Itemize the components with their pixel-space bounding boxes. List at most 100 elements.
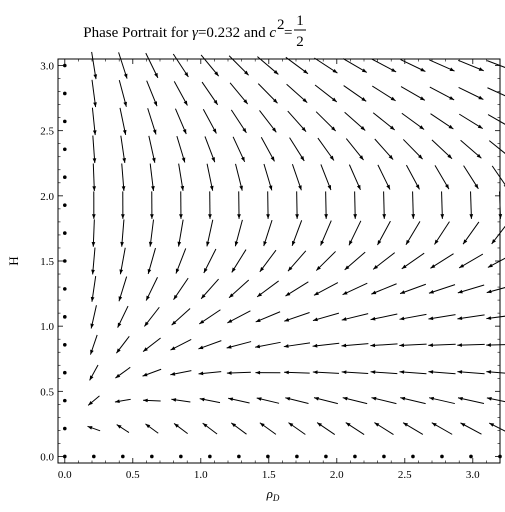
field-arrow [400, 86, 426, 101]
chart-title: Phase Portrait for γ=0.232 and c 2 = 1 2 [83, 13, 306, 50]
x-tick-label: 2.0 [330, 469, 344, 481]
field-arrow [145, 423, 159, 434]
field-arrow [230, 109, 247, 134]
field-arrow [371, 283, 397, 295]
field-arrow [256, 280, 279, 298]
field-arrow [498, 191, 503, 219]
field-arrow [229, 82, 249, 105]
field-arrow [145, 277, 158, 301]
equilibrium-dot [63, 175, 67, 180]
field-arrow [259, 110, 277, 133]
field-arrow [173, 277, 189, 300]
field-arrow [206, 219, 214, 247]
field-arrow [91, 79, 97, 108]
field-arrow [91, 191, 96, 219]
title-equals: = [284, 25, 292, 41]
equilibrium-dot [63, 287, 67, 291]
field-arrow [405, 221, 421, 246]
field-arrow [345, 422, 365, 435]
field-arrow [374, 138, 394, 160]
field-arrow [255, 370, 281, 375]
field-arrow [117, 305, 129, 328]
field-arrow [171, 398, 191, 403]
field-arrow [147, 247, 156, 275]
field-arrow [116, 424, 130, 433]
field-arrow [457, 396, 485, 404]
y-axis-label: H [6, 256, 21, 265]
field-arrow [119, 247, 126, 275]
equilibrium-dot [63, 454, 67, 459]
field-arrow [259, 249, 277, 273]
field-arrow [114, 398, 131, 404]
field-arrow [256, 397, 280, 404]
field-arrow [115, 336, 130, 354]
field-arrow [170, 339, 192, 351]
field-arrow [491, 165, 505, 187]
field-arrow [208, 191, 212, 219]
field-arrow [232, 136, 246, 163]
y-tick-label: 1.0 [40, 321, 54, 333]
field-arrow [145, 52, 159, 79]
field-arrow [171, 308, 191, 326]
field-arrow [198, 371, 222, 376]
field-arrow [172, 53, 189, 78]
equilibrium-dot [63, 91, 67, 96]
title-gamma-value: =0.232 and [198, 25, 269, 41]
field-arrow [486, 370, 505, 374]
field-arrow [203, 248, 217, 274]
field-arrow [178, 163, 185, 191]
field-arrow [459, 113, 483, 130]
field-arrow [118, 80, 127, 107]
field-arrow [91, 107, 97, 136]
field-arrow [374, 422, 394, 435]
title-fraction-numerator: 1 [296, 13, 304, 29]
field-arrow [488, 140, 505, 154]
field-arrow [486, 287, 505, 294]
field-arrow [434, 165, 450, 190]
y-tick-label: 0.0 [40, 451, 54, 463]
field-arrow [377, 220, 391, 246]
field-arrow [428, 370, 456, 375]
field-arrow [320, 220, 332, 246]
field-arrow [120, 219, 125, 247]
field-arrow [255, 311, 281, 323]
field-arrow [372, 112, 396, 131]
field-arrow [291, 220, 303, 247]
equilibrium-dot [498, 454, 502, 459]
field-arrow [289, 137, 305, 162]
field-arrow [372, 85, 396, 102]
equilibrium-dot [179, 454, 183, 459]
equilibrium-dot [440, 454, 444, 459]
field-arrow [87, 395, 100, 406]
field-arrow [469, 191, 474, 219]
field-arrow [430, 253, 454, 269]
field-arrow [487, 114, 505, 125]
field-arrow [91, 219, 96, 247]
field-arrow [285, 56, 309, 75]
equilibrium-dot [208, 454, 212, 459]
field-arrow [200, 278, 219, 300]
field-arrow [175, 248, 187, 274]
field-arrow [313, 282, 339, 296]
x-axis-label: ρD [266, 486, 280, 503]
field-arrow [313, 396, 338, 405]
field-arrow [90, 305, 97, 329]
field-arrow [377, 164, 391, 190]
field-arrow [226, 341, 252, 349]
equilibrium-dot [469, 454, 473, 459]
field-arrow [429, 59, 455, 72]
field-arrow [199, 397, 221, 404]
field-arrow [402, 422, 424, 435]
field-arrow [428, 343, 456, 347]
equilibrium-dot [63, 259, 67, 263]
field-arrow [259, 422, 277, 435]
field-arrow [312, 342, 340, 348]
equilibrium-dot [121, 454, 125, 459]
field-arrow [235, 163, 243, 191]
field-arrow [149, 163, 155, 191]
field-arrow [371, 58, 397, 73]
field-arrow [343, 85, 367, 102]
field-arrow [231, 249, 247, 273]
field-arrow [143, 306, 160, 327]
